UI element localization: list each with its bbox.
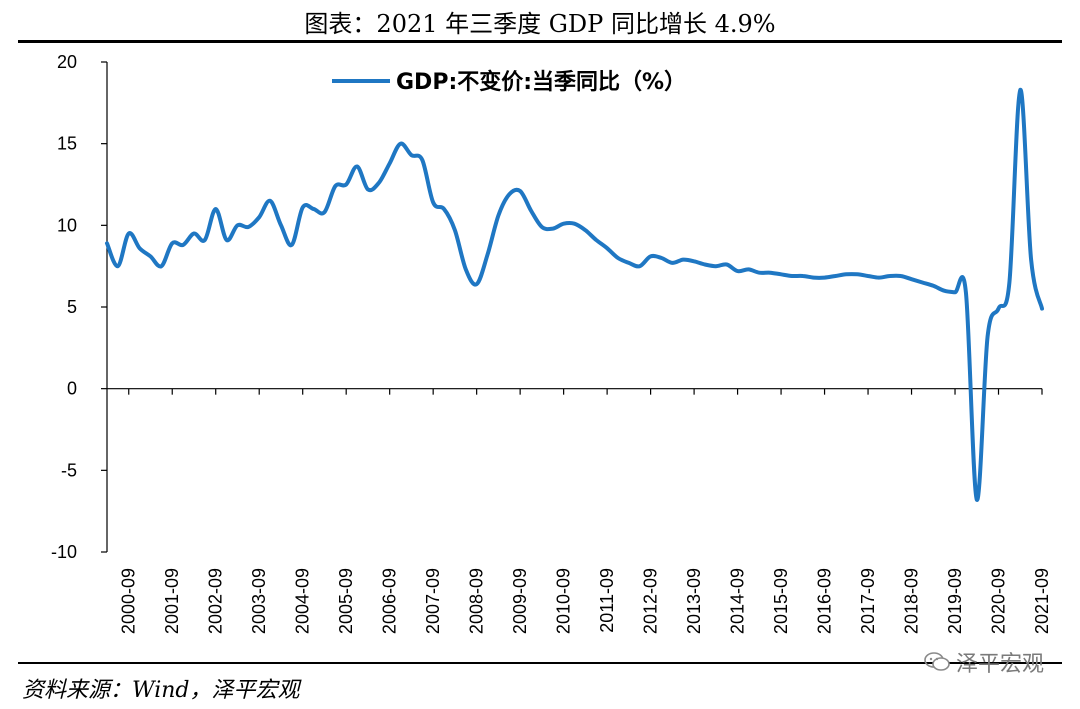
y-axis-ticks: 20 15 10 5 0 -5 -10 [51, 52, 107, 562]
x-tick-label: 2009-09 [510, 568, 530, 634]
y-tick-label: 5 [67, 297, 77, 317]
x-tick-label: 2001-09 [162, 568, 182, 634]
gdp-line-chart: 20 15 10 5 0 -5 -10 2000-09 2001-09 2002-09 2003-… [51, 52, 1052, 634]
x-tick-label: 2008-09 [467, 568, 487, 634]
source-note: 资料来源：Wind，泽平宏观 [22, 678, 300, 703]
x-tick-label: 2012-09 [641, 568, 661, 634]
bottom-rule [18, 662, 1062, 664]
y-tick-label: 0 [67, 379, 77, 399]
axes [106, 62, 1042, 552]
x-tick-label: 2014-09 [728, 568, 748, 634]
chart-title: 图表：2021 年三季度 GDP 同比增长 4.9% [304, 10, 776, 38]
x-axis-ticks: 2000-09 2001-09 2002-09 2003-09 2004-09 2005-… [119, 388, 1052, 634]
x-tick-label: 2018-09 [902, 568, 922, 634]
x-tick-label: 2004-09 [293, 568, 313, 634]
top-rule [18, 40, 1062, 43]
y-tick-label: -5 [61, 460, 77, 480]
x-tick-label: 2002-09 [206, 568, 226, 634]
series-line-gdp [105, 87, 1044, 502]
wechat-icon [924, 652, 950, 671]
x-tick-label: 2017-09 [858, 568, 878, 634]
x-tick-label: 2010-09 [554, 568, 574, 634]
x-tick-label: 2003-09 [249, 568, 269, 634]
y-tick-label: 10 [57, 215, 77, 235]
x-tick-label: 2021-09 [1032, 568, 1052, 634]
y-tick-label: 15 [57, 134, 77, 154]
x-tick-label: 2020-09 [989, 568, 1009, 634]
x-tick-label: 2015-09 [771, 568, 791, 634]
x-tick-label: 2019-09 [945, 568, 965, 634]
x-tick-label: 2007-09 [423, 568, 443, 634]
x-tick-label: 2005-09 [336, 568, 356, 634]
y-tick-label: -10 [51, 542, 77, 562]
watermark-text: 泽平宏观 [955, 652, 1044, 677]
watermark: 泽平宏观 [924, 646, 1044, 678]
x-tick-label: 2000-09 [119, 568, 139, 634]
x-tick-label: 2011-09 [597, 568, 617, 633]
x-tick-label: 2006-09 [380, 568, 400, 634]
y-tick-label: 20 [57, 52, 77, 72]
x-tick-label: 2016-09 [815, 568, 835, 634]
legend: GDP:不变价:当季同比（%） [332, 69, 686, 95]
x-tick-label: 2013-09 [684, 568, 704, 634]
legend-label: GDP:不变价:当季同比（%） [396, 69, 686, 95]
series-layer [105, 87, 1044, 502]
